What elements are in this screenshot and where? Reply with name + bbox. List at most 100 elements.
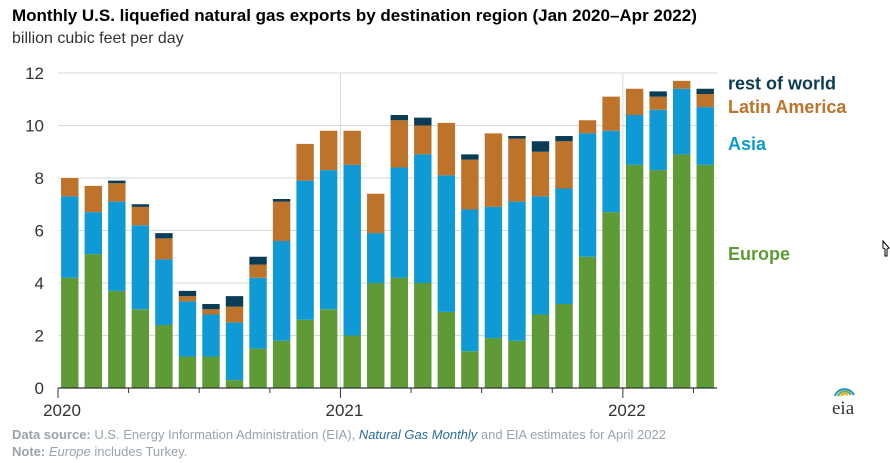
y-tick-label: 12 xyxy=(25,64,44,83)
bar-latin-america: Oct 2020 Latin America: 1.5 xyxy=(272,201,291,241)
y-tick-labels: 0 2 4 6 8 10 12 xyxy=(25,64,44,398)
chart-subtitle: billion cubic feet per day xyxy=(12,30,184,47)
bar-europe: Mar 2020 Europe: 3.7 xyxy=(108,290,126,388)
y-tick-label: 6 xyxy=(35,222,44,241)
bar-europe: Apr 2022 Europe: 8.5 xyxy=(696,164,714,388)
note-label: Note: xyxy=(12,444,46,459)
source-note: Data source: U.S. Energy Information Adm… xyxy=(12,426,666,460)
y-tick-label: 8 xyxy=(35,169,44,188)
x-tick-label: 2021 xyxy=(326,401,364,420)
note-italic: Europe xyxy=(48,444,91,459)
bar-latin-america: Aug 2020 Latin America: 0.6 xyxy=(225,306,244,323)
bar-europe: May 2021 Europe: 2.9 xyxy=(437,311,456,388)
bar-europe: Feb 2022 Europe: 8.3 xyxy=(649,170,667,388)
bar-europe: Jul 2020 Europe: 1.2 xyxy=(202,356,220,388)
bar-rest-of-world: Sep 2021 rest of world: 0.4 xyxy=(531,141,550,152)
bar-rest-of-world: Feb 2022 rest of world: 0.2 xyxy=(649,91,667,97)
bar-latin-america: Feb 2020 Latin America: 1 xyxy=(84,185,103,213)
bar-asia: Jul 2020 Asia: 1.6 xyxy=(202,314,220,357)
bar-asia: Jan 2021 Asia: 6.5 xyxy=(343,164,361,336)
bar-europe: Mar 2021 Europe: 4.2 xyxy=(390,277,408,388)
bar-latin-america: May 2020 Latin America: 0.8 xyxy=(155,238,173,260)
bars: Jan 2020 Europe: 4.2Jan 2020 Asia: 3.1Ja… xyxy=(61,80,714,388)
bar-latin-america: Jul 2020 Latin America: 0.2 xyxy=(202,309,220,315)
bar-latin-america: Jan 2020 Latin America: 0.7 xyxy=(61,178,79,197)
bar-latin-america: Sep 2020 Latin America: 0.5 xyxy=(249,264,267,278)
bar-europe: Apr 2020 Europe: 3 xyxy=(131,309,150,388)
chart-title: Monthly U.S. liquefied natural gas expor… xyxy=(12,6,697,25)
bar-latin-america: Nov 2021 Latin America: 0.5 xyxy=(578,120,597,134)
natural-gas-monthly-link[interactable]: Natural Gas Monthly xyxy=(358,427,478,442)
data-source-label: Data source: xyxy=(12,427,91,442)
legend-rest-of-world: rest of world xyxy=(728,74,836,94)
bar-asia: Aug 2020 Asia: 2.2 xyxy=(225,322,244,381)
bar-europe: Jan 2021 Europe: 2 xyxy=(343,335,361,388)
bar-asia: May 2021 Asia: 5.2 xyxy=(437,175,456,312)
note-line: Note: Europe includes Turkey. xyxy=(12,443,666,460)
bar-europe: Nov 2021 Europe: 5 xyxy=(578,256,597,388)
bar-europe: Oct 2020 Europe: 1.8 xyxy=(272,340,291,388)
bar-latin-america: Aug 2021 Latin America: 2.4 xyxy=(508,138,526,202)
mouse-cursor-icon xyxy=(882,239,890,269)
legend-latin-america: Latin America xyxy=(728,97,847,117)
bar-europe: Jun 2020 Europe: 1.2 xyxy=(178,356,197,388)
bar-europe: Dec 2021 Europe: 6.7 xyxy=(602,212,620,388)
bar-asia: Aug 2021 Asia: 5.3 xyxy=(508,201,526,341)
bar-europe: Feb 2021 Europe: 4 xyxy=(367,283,385,388)
bar-europe: Jan 2020 Europe: 4.2 xyxy=(61,277,79,388)
bar-rest-of-world: Apr 2021 rest of world: 0.3 xyxy=(414,117,432,126)
bar-asia: Sep 2021 Asia: 4.5 xyxy=(531,196,550,315)
note-text: includes Turkey. xyxy=(90,444,188,459)
bar-asia: Jan 2022 Asia: 1.9 xyxy=(625,115,644,165)
bar-latin-america: Mar 2020 Latin America: 0.7 xyxy=(108,183,126,202)
bar-latin-america: Dec 2021 Latin America: 1.3 xyxy=(602,96,620,131)
bar-latin-america: Sep 2021 Latin America: 1.7 xyxy=(531,151,550,197)
bar-asia: Feb 2020 Asia: 1.6 xyxy=(84,212,103,255)
y-tick-label: 0 xyxy=(35,379,44,398)
bar-latin-america: Apr 2020 Latin America: 0.7 xyxy=(131,206,150,226)
bar-latin-america: Jun 2020 Latin America: 0.2 xyxy=(178,296,197,302)
bar-europe: Jan 2022 Europe: 8.5 xyxy=(625,164,644,388)
bar-latin-america: Feb 2022 Latin America: 0.5 xyxy=(649,96,667,110)
x-tick-label: 2022 xyxy=(608,401,646,420)
y-tick-label: 4 xyxy=(35,274,44,293)
bar-asia: May 2020 Asia: 2.5 xyxy=(155,259,173,325)
bar-latin-america: Jun 2021 Latin America: 1.9 xyxy=(461,159,479,210)
bar-europe: Jul 2021 Europe: 1.9 xyxy=(484,338,503,388)
bar-latin-america: Feb 2021 Latin America: 1.5 xyxy=(367,193,385,234)
bar-latin-america: Apr 2021 Latin America: 1.1 xyxy=(414,125,432,155)
bar-asia: Apr 2020 Asia: 3.2 xyxy=(131,225,150,310)
bar-latin-america: Jan 2021 Latin America: 1.3 xyxy=(343,130,361,165)
bar-latin-america: May 2021 Latin America: 2 xyxy=(437,122,456,176)
x-tick-label: 2020 xyxy=(43,401,81,420)
bar-europe: Jun 2021 Europe: 1.4 xyxy=(461,351,479,388)
bar-latin-america: Jul 2021 Latin America: 2.8 xyxy=(484,133,503,207)
bar-rest-of-world: Jun 2021 rest of world: 0.2 xyxy=(461,154,479,160)
bar-rest-of-world: May 2020 rest of world: 0.2 xyxy=(155,233,173,239)
bar-europe: Apr 2021 Europe: 4 xyxy=(414,283,432,388)
legend-asia: Asia xyxy=(728,134,767,154)
bar-asia: Feb 2022 Asia: 2.3 xyxy=(649,109,667,171)
bar-asia: Mar 2021 Asia: 4.2 xyxy=(390,167,408,278)
data-source-text: U.S. Energy Information Administration (… xyxy=(90,427,359,442)
bar-latin-america: Jan 2022 Latin America: 1 xyxy=(625,88,644,115)
x-tick-labels: 2020 2021 2022 xyxy=(43,401,646,420)
bar-latin-america: Oct 2021 Latin America: 1.8 xyxy=(555,141,573,189)
bar-rest-of-world: Mar 2021 rest of world: 0.2 xyxy=(390,115,408,121)
bar-asia: Oct 2020 Asia: 3.8 xyxy=(272,241,291,341)
bar-asia: Mar 2022 Asia: 2.5 xyxy=(672,88,691,155)
bar-asia: Apr 2021 Asia: 4.9 xyxy=(414,154,432,283)
bar-rest-of-world: Apr 2022 rest of world: 0.2 xyxy=(696,88,714,94)
bar-rest-of-world: Sep 2020 rest of world: 0.3 xyxy=(249,256,267,265)
y-tick-label: 2 xyxy=(35,327,44,346)
bar-rest-of-world: Oct 2021 rest of world: 0.2 xyxy=(555,136,573,142)
bar-asia: Nov 2021 Asia: 4.7 xyxy=(578,133,597,257)
bar-latin-america: Mar 2022 Latin America: 0.3 xyxy=(672,80,691,89)
bar-asia: Dec 2021 Asia: 3.1 xyxy=(602,130,620,213)
bar-rest-of-world: Jul 2020 rest of world: 0.2 xyxy=(202,304,220,310)
eia-logo-text: eia xyxy=(832,398,855,418)
bar-europe: Sep 2021 Europe: 2.8 xyxy=(531,314,550,388)
bar-europe: Feb 2020 Europe: 5.1 xyxy=(84,254,103,388)
bar-europe: Nov 2020 Europe: 2.6 xyxy=(296,319,314,388)
bar-europe: Sep 2020 Europe: 1.5 xyxy=(249,348,267,388)
